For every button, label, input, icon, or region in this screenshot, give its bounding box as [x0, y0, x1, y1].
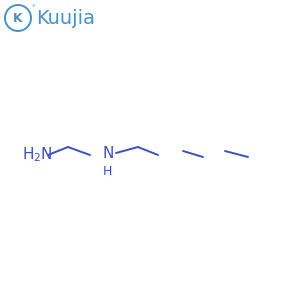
Text: H$_2$N: H$_2$N [22, 146, 53, 164]
Text: H: H [103, 165, 112, 178]
Text: Kuujia: Kuujia [36, 8, 95, 28]
Text: N: N [103, 146, 114, 160]
Text: °: ° [31, 5, 35, 11]
Text: K: K [13, 11, 23, 25]
